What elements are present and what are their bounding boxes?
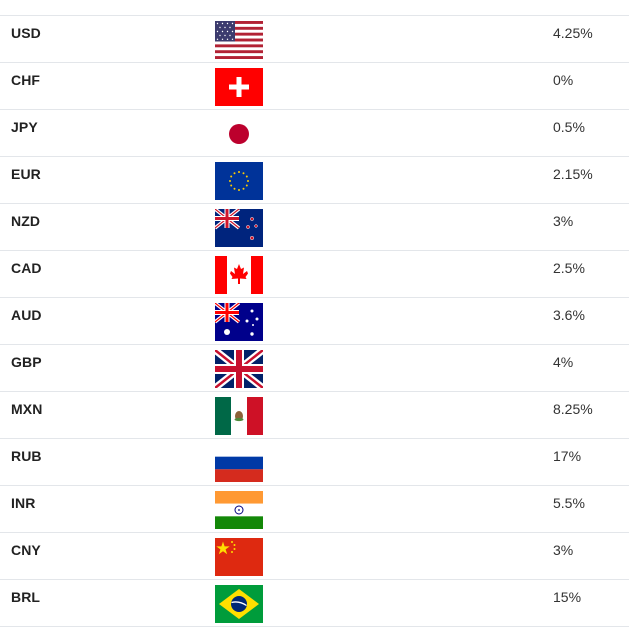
currency-code: BRL (11, 589, 41, 605)
interest-rate-value: 4.25% (553, 25, 593, 41)
table-row: CAD 2.5% (0, 251, 629, 298)
table-row: NZD 3% (0, 204, 629, 251)
interest-rate-value: 2.5% (553, 260, 585, 276)
table-row: RUB 17% (0, 439, 629, 486)
table-row: JPY 0.5% (0, 110, 629, 157)
canada-flag-icon (215, 256, 263, 294)
currency-code: EUR (11, 166, 41, 182)
table-row: BRL 15% (0, 580, 629, 627)
mexico-flag-icon (215, 397, 263, 435)
uk-flag-icon (215, 350, 263, 388)
interest-rate-value: 15% (553, 589, 582, 605)
table-row: CNY 3% (0, 533, 629, 580)
us-flag-icon (215, 21, 263, 59)
currency-code: AUD (11, 307, 42, 323)
interest-rate-value: 17% (553, 448, 582, 464)
table-row: AUD 3.6% (0, 298, 629, 345)
currency-code: CNY (11, 542, 41, 558)
china-flag-icon (215, 538, 263, 576)
currency-code: JPY (11, 119, 38, 135)
interest-rate-value: 0.5% (553, 119, 585, 135)
japan-flag-icon (215, 115, 263, 153)
interest-rate-value: 4% (553, 354, 574, 370)
table-row: EUR 2.15% (0, 157, 629, 204)
russia-flag-icon (215, 444, 263, 482)
interest-rate-value: 3% (553, 213, 574, 229)
currency-code: MXN (11, 401, 43, 417)
currency-code: CHF (11, 72, 41, 88)
interest-rate-value: 8.25% (553, 401, 593, 417)
interest-rate-value: 3.6% (553, 307, 585, 323)
australia-flag-icon (215, 303, 263, 341)
table-row: INR 5.5% (0, 486, 629, 533)
new-zealand-flag-icon (215, 209, 263, 247)
interest-rate-value: 3% (553, 542, 574, 558)
interest-rate-value: 5.5% (553, 495, 585, 511)
brazil-flag-icon (215, 585, 263, 623)
interest-rate-value: 0% (553, 72, 574, 88)
currency-code: GBP (11, 354, 42, 370)
currency-code: NZD (11, 213, 41, 229)
table-row: CHF 0% (0, 63, 629, 110)
currency-code: CAD (11, 260, 42, 276)
currency-code: INR (11, 495, 36, 511)
currency-code: USD (11, 25, 41, 41)
table-row: GBP 4% (0, 345, 629, 392)
india-flag-icon (215, 491, 263, 529)
interest-rates-table: USD 4.25% CHF 0 (0, 15, 629, 627)
interest-rate-value: 2.15% (553, 166, 593, 182)
table-row: USD 4.25% (0, 16, 629, 63)
swiss-flag-icon (215, 68, 263, 106)
currency-code: RUB (11, 448, 42, 464)
table-row: MXN 8.25% (0, 392, 629, 439)
eu-flag-icon (215, 162, 263, 200)
